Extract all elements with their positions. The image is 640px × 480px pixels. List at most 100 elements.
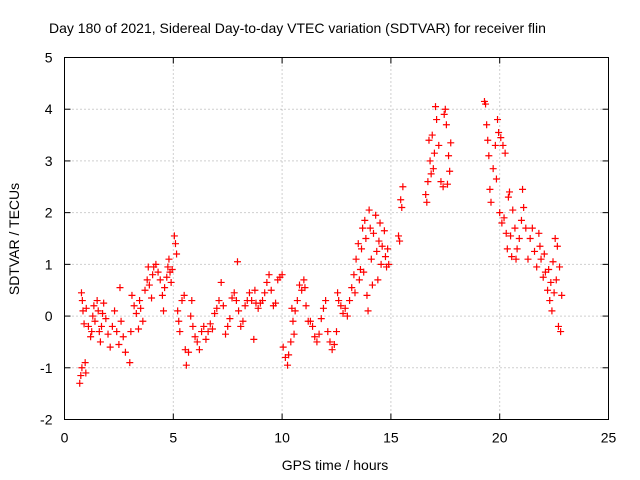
- data-point: [346, 297, 354, 305]
- data-point: [376, 219, 384, 227]
- plot-frame: [64, 57, 609, 420]
- chart-title: Day 180 of 2021, Sidereal Day-to-day VTE…: [49, 20, 546, 36]
- data-point: [496, 209, 504, 217]
- data-point: [267, 286, 275, 294]
- data-point: [540, 250, 548, 258]
- data-point: [522, 224, 530, 232]
- data-point: [499, 141, 507, 149]
- x-tick-label: 5: [169, 430, 177, 446]
- data-point: [311, 333, 319, 341]
- data-point: [505, 188, 513, 196]
- data-point: [198, 328, 206, 336]
- data-point: [547, 278, 555, 286]
- data-point: [437, 178, 445, 186]
- data-point: [287, 338, 295, 346]
- data-point: [76, 379, 84, 387]
- data-point: [524, 255, 532, 263]
- data-point: [206, 320, 214, 328]
- data-point: [145, 281, 153, 289]
- data-point: [99, 309, 107, 317]
- data-point: [226, 315, 234, 323]
- data-point: [539, 273, 547, 281]
- data-point: [77, 372, 85, 380]
- data-point: [154, 268, 162, 276]
- data-point: [158, 291, 166, 299]
- data-point: [222, 330, 230, 338]
- data-point: [108, 322, 116, 330]
- data-point: [368, 281, 376, 289]
- data-point: [433, 116, 441, 124]
- data-point: [363, 291, 371, 299]
- data-point: [398, 203, 406, 211]
- data-point: [517, 216, 525, 224]
- data-point: [191, 333, 199, 341]
- data-point: [492, 175, 500, 183]
- data-point: [378, 242, 386, 250]
- data-point: [396, 237, 404, 245]
- data-point: [359, 224, 367, 232]
- data-point: [211, 309, 219, 317]
- data-point: [500, 214, 508, 222]
- data-point: [193, 338, 201, 346]
- data-point: [557, 328, 565, 336]
- data-point: [341, 304, 349, 312]
- data-point: [259, 297, 267, 305]
- data-point: [430, 149, 438, 157]
- data-point: [291, 307, 299, 315]
- data-point: [219, 302, 227, 310]
- data-point: [384, 245, 392, 253]
- data-point: [149, 271, 157, 279]
- data-point: [156, 276, 164, 284]
- x-tick-label: 0: [61, 430, 69, 446]
- data-point: [322, 297, 330, 305]
- data-point: [163, 273, 171, 281]
- data-point: [130, 302, 138, 310]
- data-point: [202, 335, 210, 343]
- data-point: [315, 330, 323, 338]
- data-point: [188, 297, 196, 305]
- data-point: [164, 263, 172, 271]
- data-point: [180, 291, 188, 299]
- data-point: [531, 247, 539, 255]
- data-point: [117, 317, 125, 325]
- data-point: [265, 271, 273, 279]
- data-point: [278, 271, 286, 279]
- data-point: [426, 157, 434, 165]
- data-point: [239, 317, 247, 325]
- data-point: [106, 343, 114, 351]
- grid-lines: [64, 57, 609, 420]
- data-point: [498, 219, 506, 227]
- data-point: [375, 237, 383, 245]
- data-point: [397, 196, 405, 204]
- data-point: [233, 258, 241, 266]
- data-point: [93, 297, 101, 305]
- data-point: [558, 291, 566, 299]
- data-point: [77, 289, 85, 297]
- data-point: [374, 276, 382, 284]
- data-point: [535, 229, 543, 237]
- data-point: [187, 312, 195, 320]
- data-point: [81, 359, 89, 367]
- data-point: [445, 152, 453, 160]
- x-tick-label: 15: [383, 430, 399, 446]
- data-point: [91, 317, 99, 325]
- data-point: [429, 165, 437, 173]
- data-point: [189, 322, 197, 330]
- data-point: [399, 183, 407, 191]
- data-point: [174, 307, 182, 315]
- data-point: [533, 263, 541, 271]
- data-point: [116, 284, 124, 292]
- x-tick-label: 25: [601, 430, 617, 446]
- data-point: [82, 304, 90, 312]
- data-point: [362, 235, 370, 242]
- data-point: [354, 240, 362, 248]
- data-point: [352, 255, 360, 263]
- data-point: [89, 312, 97, 320]
- data-point: [377, 260, 385, 268]
- data-point: [435, 141, 443, 149]
- data-point: [350, 271, 358, 279]
- data-point: [483, 121, 491, 129]
- data-point: [136, 297, 144, 305]
- data-point: [237, 322, 245, 330]
